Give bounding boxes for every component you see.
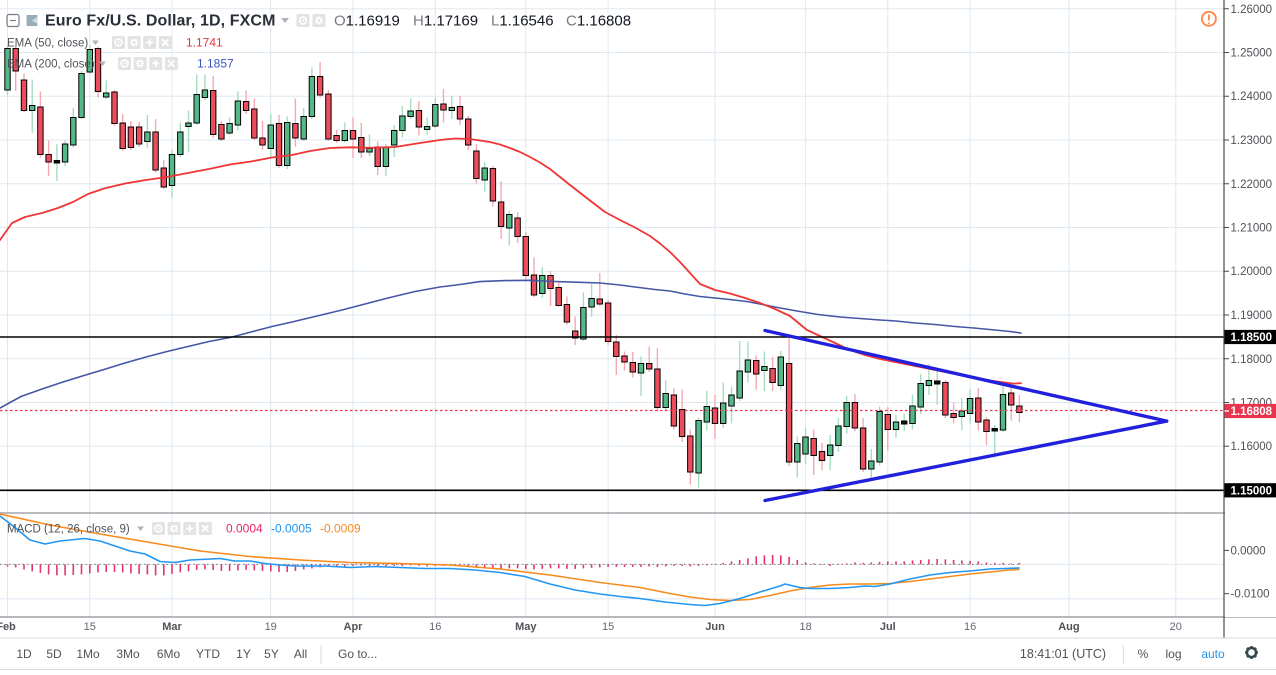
svg-text:1.16808: 1.16808 bbox=[1231, 406, 1273, 418]
svg-text:1.1857: 1.1857 bbox=[197, 57, 234, 71]
svg-text:Jun: Jun bbox=[705, 621, 725, 633]
svg-text:5Y: 5Y bbox=[264, 647, 279, 661]
svg-text:18: 18 bbox=[799, 621, 811, 633]
svg-text:1.21000: 1.21000 bbox=[1231, 223, 1273, 235]
svg-text:H1.17169: H1.17169 bbox=[413, 13, 478, 30]
svg-text:-0.0100: -0.0100 bbox=[1231, 589, 1270, 601]
svg-text:5D: 5D bbox=[46, 647, 62, 661]
svg-text:C1.16808: C1.16808 bbox=[566, 13, 631, 30]
svg-text:MACD (12, 26, close, 9): MACD (12, 26, close, 9) bbox=[7, 524, 130, 536]
svg-text:1.26000: 1.26000 bbox=[1231, 4, 1273, 16]
svg-text:O1.16919: O1.16919 bbox=[334, 13, 400, 30]
svg-text:1.20000: 1.20000 bbox=[1231, 266, 1273, 278]
svg-text:log: log bbox=[1165, 647, 1181, 661]
svg-text:auto: auto bbox=[1201, 647, 1225, 661]
svg-text:EMA (200, close): EMA (200, close) bbox=[7, 59, 95, 71]
svg-text:1.22000: 1.22000 bbox=[1231, 179, 1273, 191]
svg-text:6Mo: 6Mo bbox=[157, 647, 181, 661]
svg-text:Jul: Jul bbox=[880, 621, 896, 633]
svg-text:All: All bbox=[294, 647, 307, 661]
svg-text:Mar: Mar bbox=[162, 621, 182, 633]
svg-text:3Mo: 3Mo bbox=[116, 647, 140, 661]
svg-text:1.1741: 1.1741 bbox=[186, 36, 223, 50]
svg-text:15: 15 bbox=[84, 621, 96, 633]
svg-text:1.19000: 1.19000 bbox=[1231, 310, 1273, 322]
svg-text:0.0000: 0.0000 bbox=[1231, 545, 1266, 557]
svg-text:Apr: Apr bbox=[344, 621, 364, 633]
svg-text:1.15000: 1.15000 bbox=[1231, 485, 1273, 497]
svg-text:1D: 1D bbox=[16, 647, 32, 661]
svg-text:YTD: YTD bbox=[196, 647, 220, 661]
svg-text:1.16000: 1.16000 bbox=[1231, 441, 1273, 453]
svg-text:1.25000: 1.25000 bbox=[1231, 48, 1273, 60]
svg-text:1Mo: 1Mo bbox=[76, 647, 100, 661]
svg-text:1.18000: 1.18000 bbox=[1231, 354, 1273, 366]
svg-text:16: 16 bbox=[429, 621, 441, 633]
svg-text:May: May bbox=[515, 621, 537, 633]
svg-text:0.0004: 0.0004 bbox=[226, 522, 263, 536]
svg-text:Go to...: Go to... bbox=[338, 647, 377, 661]
svg-text:EMA (50, close): EMA (50, close) bbox=[7, 38, 88, 50]
svg-text:1Y: 1Y bbox=[236, 647, 251, 661]
svg-text:20: 20 bbox=[1170, 621, 1182, 633]
svg-text:-0.0009: -0.0009 bbox=[320, 522, 361, 536]
svg-text:L1.16546: L1.16546 bbox=[491, 13, 554, 30]
svg-text:1.23000: 1.23000 bbox=[1231, 135, 1273, 147]
svg-text:1.24000: 1.24000 bbox=[1231, 91, 1273, 103]
svg-text:Aug: Aug bbox=[1058, 621, 1079, 633]
svg-text:18:41:01 (UTC): 18:41:01 (UTC) bbox=[1020, 647, 1106, 661]
svg-text:16: 16 bbox=[964, 621, 976, 633]
svg-text:19: 19 bbox=[265, 621, 277, 633]
svg-text:-0.0005: -0.0005 bbox=[271, 522, 312, 536]
svg-text:Feb: Feb bbox=[0, 621, 16, 633]
svg-text:Euro Fx/U.S. Dollar, 1D, FXCM: Euro Fx/U.S. Dollar, 1D, FXCM bbox=[45, 13, 276, 30]
svg-text:1.18500: 1.18500 bbox=[1231, 332, 1273, 344]
svg-text:%: % bbox=[1138, 647, 1149, 661]
svg-text:15: 15 bbox=[602, 621, 614, 633]
